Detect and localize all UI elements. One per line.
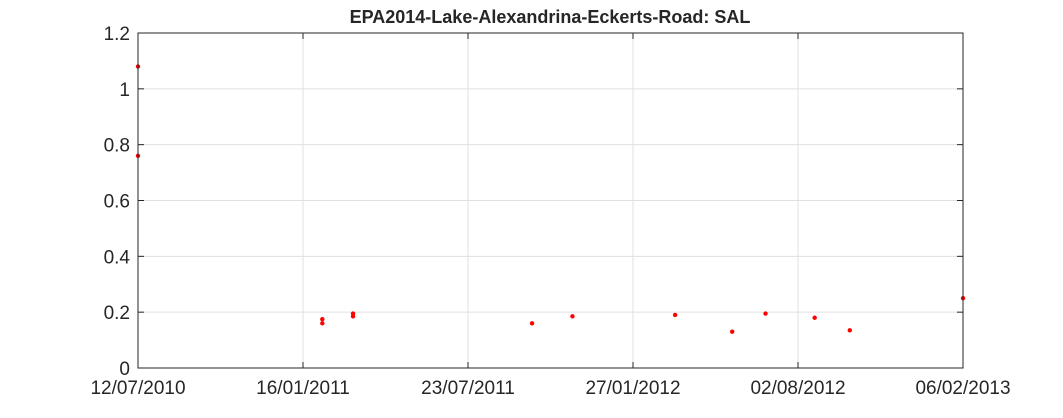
x-tick-label: 27/01/2012 bbox=[585, 378, 680, 399]
y-tick-label: 0.6 bbox=[104, 192, 130, 213]
x-tick-label: 23/07/2011 bbox=[421, 378, 515, 399]
data-point bbox=[320, 321, 325, 326]
x-tick-label: 02/08/2012 bbox=[750, 378, 845, 399]
x-tick-label: 16/01/2011 bbox=[256, 378, 350, 399]
tick-labels: 12/07/2010 16/01/2011 23/07/2011 27/01/2012… bbox=[90, 24, 1010, 399]
data-point bbox=[729, 329, 735, 334]
ticks bbox=[137, 32, 964, 369]
y-tick-label: 0.8 bbox=[104, 136, 130, 157]
data-point bbox=[529, 321, 535, 326]
data-point bbox=[570, 314, 575, 319]
x-tick-label: 12/07/2010 bbox=[90, 378, 185, 399]
data-point bbox=[672, 312, 678, 318]
y-tick-label: 1.2 bbox=[104, 24, 130, 45]
data-point bbox=[350, 314, 356, 319]
data-point bbox=[812, 315, 817, 320]
y-tick-label: 1 bbox=[119, 80, 130, 101]
y-tick-label: 0.4 bbox=[104, 247, 131, 268]
chart-title: EPA2014-Lake-Alexandrina-Eckerts-Road: S… bbox=[350, 7, 751, 27]
y-tick-label: 0.2 bbox=[104, 303, 130, 324]
data-point bbox=[320, 316, 325, 322]
x-tick-label: 06/02/2013 bbox=[915, 378, 1010, 399]
data-point bbox=[763, 311, 768, 316]
y-tick-label: 0 bbox=[119, 359, 130, 380]
data-point bbox=[847, 328, 852, 333]
